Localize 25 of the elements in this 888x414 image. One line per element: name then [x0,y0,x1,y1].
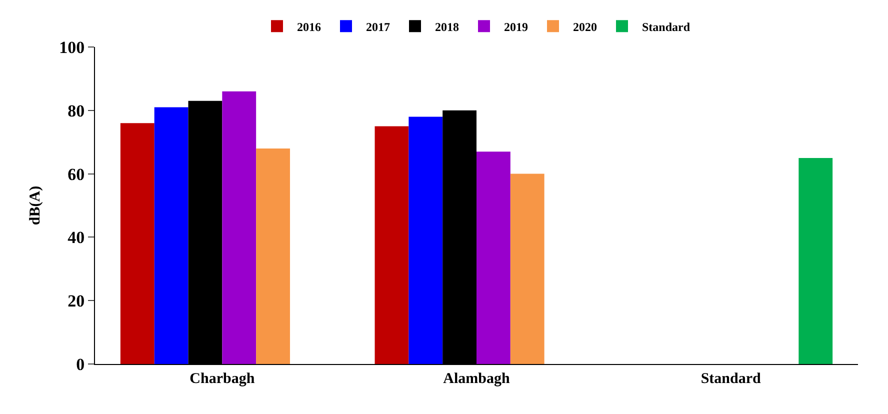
y-tick-label: 20 [68,292,85,311]
legend-label: 2017 [366,20,390,34]
bar [154,107,188,364]
x-tick-label: Alambagh [443,371,510,387]
legend-label: 2019 [504,20,528,34]
bar [374,126,409,364]
bar [510,174,544,364]
bar [120,123,154,364]
y-tick-label: 0 [76,354,85,374]
y-tick-label: 100 [59,38,85,57]
y-tick-label: 60 [68,164,85,184]
bar [476,152,510,364]
y-axis-title: dB(A) [27,186,44,226]
bar [408,116,443,364]
y-tick-label: 40 [68,228,85,248]
bar [222,91,256,364]
x-tick-label: Standard [700,371,762,387]
legend-label: 2020 [573,20,597,34]
bar [798,158,833,364]
legend-label: 2016 [297,20,321,34]
legend-label: 2018 [435,20,459,34]
y-tick-label: 80 [68,101,85,120]
legend-label: Standard [642,20,690,34]
bar [256,148,290,364]
x-tick-label: Charbagh [190,371,256,387]
